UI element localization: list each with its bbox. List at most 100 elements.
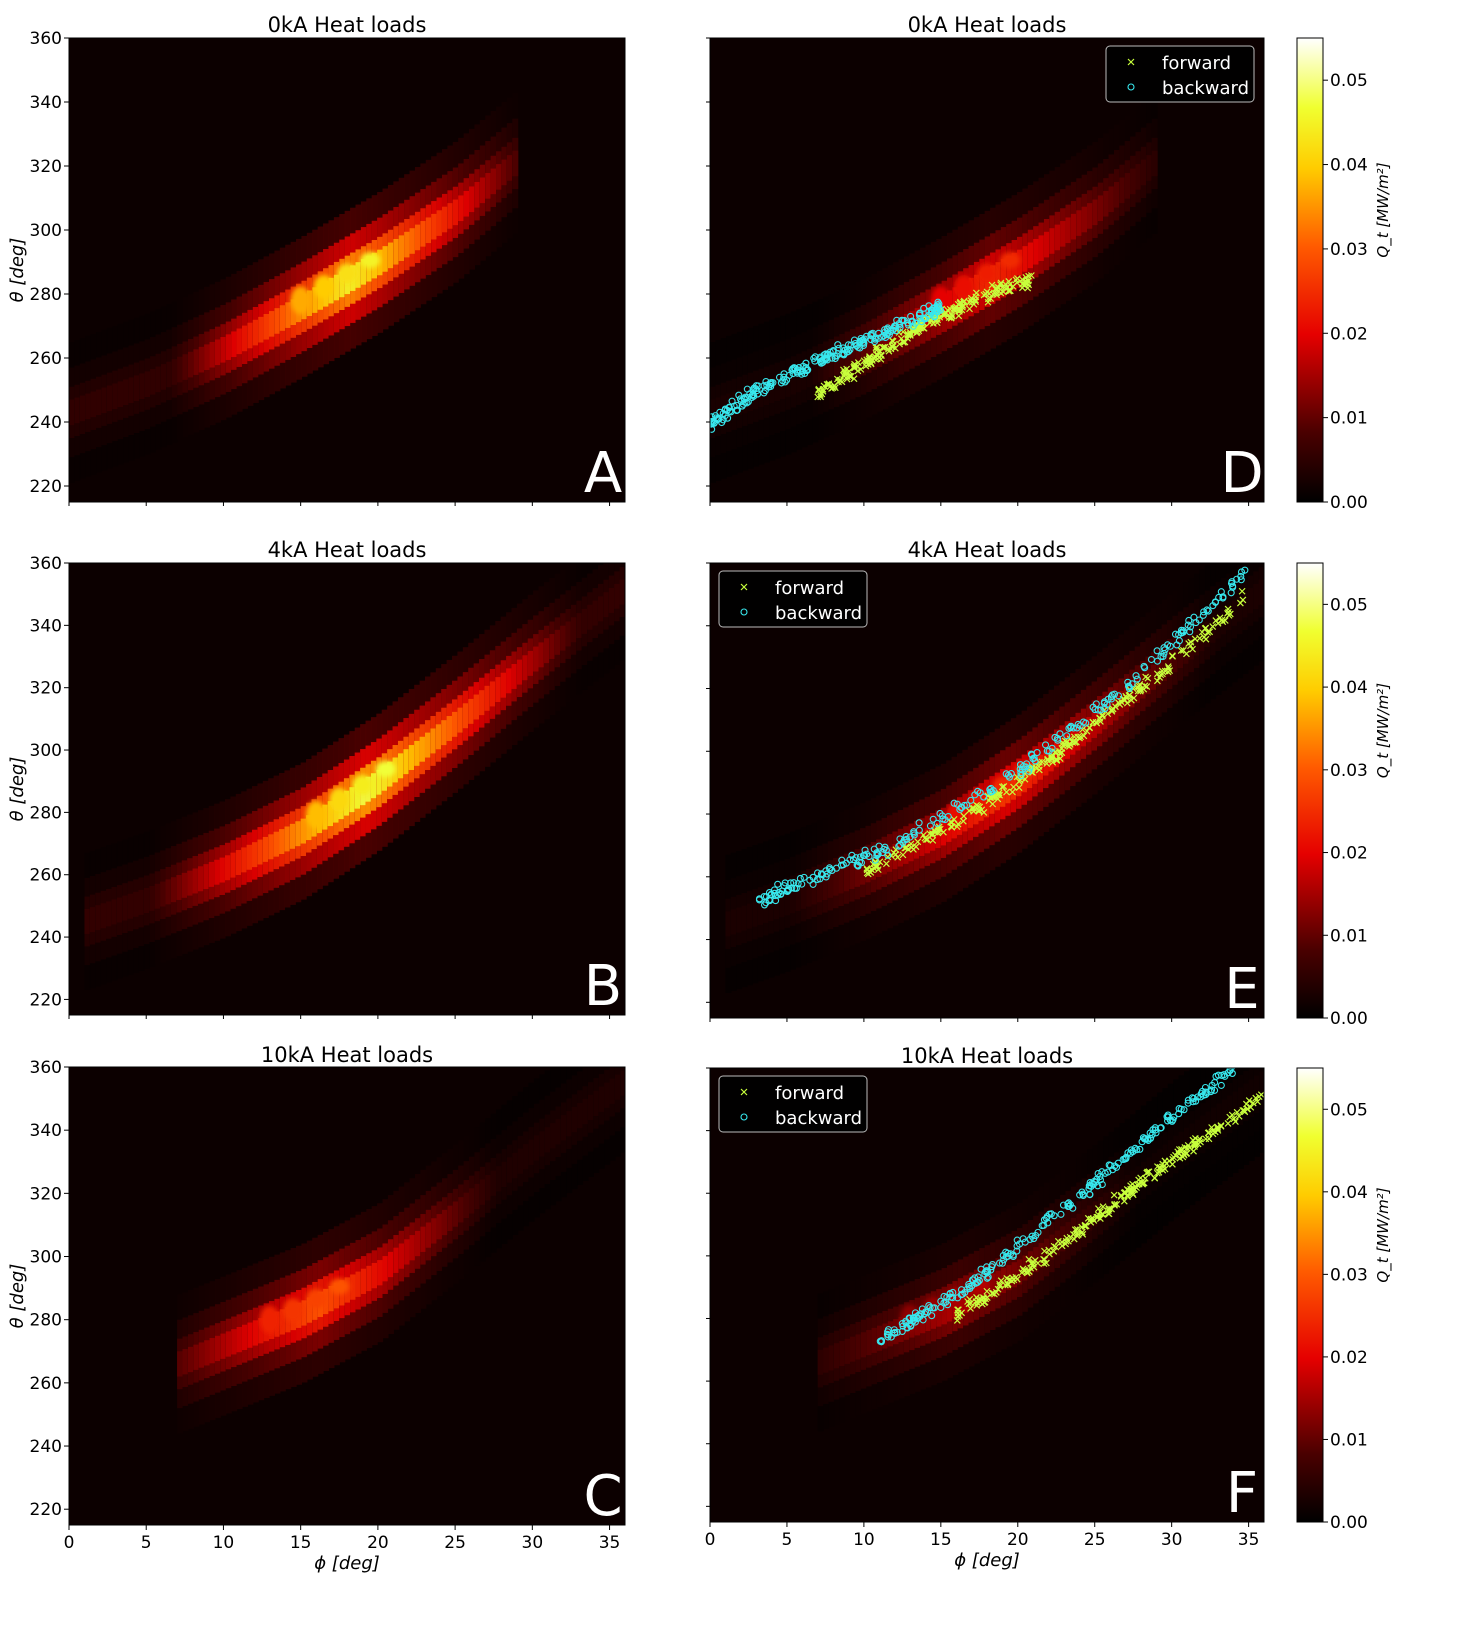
colorbar-tick-label: 0.02 — [1330, 844, 1368, 864]
heat-cell — [1178, 1131, 1185, 1157]
x-tick-label: 10 — [853, 1530, 875, 1550]
heat-cell — [774, 375, 781, 402]
heat-cell — [301, 1300, 308, 1326]
point-forward — [1117, 1193, 1125, 1200]
heat-cell — [128, 377, 135, 404]
panel-title: 10kA Heat loads — [261, 1043, 433, 1067]
point-backward — [1076, 722, 1084, 730]
heat-cell — [284, 826, 291, 852]
point-forward — [1004, 1281, 1012, 1289]
heat-cell — [269, 311, 276, 337]
heat-cell — [230, 852, 237, 878]
heat-cell — [377, 1260, 384, 1286]
x-tick-label: 15 — [930, 1530, 952, 1550]
y-tick-label: 340 — [30, 93, 62, 113]
heat-cell — [1049, 1234, 1056, 1260]
point-backward — [789, 369, 797, 378]
point-backward — [939, 815, 947, 823]
heat-cell — [441, 1209, 448, 1236]
y-tick-label: 260 — [30, 1374, 62, 1394]
heat-cell — [122, 895, 129, 921]
heat-cell — [763, 897, 770, 923]
y-tick-label: 300 — [30, 741, 62, 761]
point-forward — [1172, 1151, 1179, 1159]
heat-cell — [979, 271, 986, 298]
heat-cell — [822, 874, 829, 901]
point-forward — [1205, 1135, 1213, 1143]
point-forward — [1224, 605, 1232, 613]
heat-cell — [220, 337, 227, 363]
point-forward — [1105, 1205, 1113, 1212]
colorbar-gradient — [1296, 37, 1324, 503]
point-forward — [1108, 1205, 1116, 1213]
heat-cell — [560, 625, 567, 651]
heat-cell — [973, 274, 980, 301]
x-axis-label: ϕ [deg] — [954, 1550, 1020, 1571]
point-forward — [1055, 748, 1063, 755]
colorbar-label: Q_t [MW/m²] — [1374, 1187, 1393, 1282]
point-backward — [907, 1322, 915, 1330]
point-backward — [1067, 724, 1075, 732]
point-forward — [1209, 623, 1217, 631]
heat-cell — [1022, 246, 1029, 272]
point-forward — [1073, 1232, 1081, 1239]
point-forward — [816, 391, 824, 399]
point-forward — [1120, 1197, 1128, 1205]
heat-cell — [468, 698, 475, 724]
y-axis-label: θ [deg] — [7, 238, 28, 303]
point-backward — [1237, 568, 1246, 576]
point-backward — [1157, 653, 1165, 661]
heat-cell — [1124, 173, 1131, 199]
point-backward — [1094, 1169, 1102, 1178]
heat-cell — [182, 1349, 189, 1375]
heat-cell — [1022, 1255, 1029, 1281]
heat-cell — [485, 173, 492, 199]
heat-cell — [247, 322, 254, 349]
point-forward — [1096, 1215, 1104, 1223]
heat-cell — [225, 334, 232, 360]
heat-cell — [725, 911, 732, 937]
heat-cell — [177, 356, 184, 383]
heat-cell — [1183, 1127, 1190, 1153]
y-tick-label: 340 — [30, 616, 62, 636]
heat-cell — [398, 235, 405, 261]
heat-cell — [279, 305, 286, 331]
point-forward — [1233, 1108, 1241, 1116]
heat-cell — [522, 655, 529, 681]
legend-label-forward: forward — [775, 578, 844, 599]
y-axis-label: θ [deg] — [7, 1264, 28, 1329]
point-backward — [968, 1282, 976, 1290]
point-backward — [904, 319, 912, 327]
heat-cell — [187, 351, 194, 378]
heat-cell — [806, 881, 813, 907]
point-forward — [882, 860, 890, 868]
heat-cell — [543, 638, 550, 664]
heat-cell — [139, 373, 146, 399]
point-backward — [1184, 1096, 1192, 1104]
heat-cell — [773, 894, 780, 920]
legend-marker-backward — [740, 608, 748, 616]
y-tick-label: 360 — [30, 29, 62, 49]
point-forward — [815, 385, 823, 393]
heat-cell — [952, 287, 959, 313]
heat-cell — [731, 391, 738, 418]
point-backward — [928, 1312, 936, 1320]
heat-cell — [441, 720, 448, 746]
point-forward — [1197, 1138, 1204, 1146]
heat-cell — [155, 366, 162, 393]
heat-cell — [463, 1192, 470, 1218]
point-backward — [1146, 1129, 1154, 1137]
heat-cell — [1216, 1103, 1223, 1129]
point-backward — [933, 819, 941, 827]
point-backward — [1229, 583, 1237, 591]
heat-cell — [489, 681, 496, 707]
point-backward — [881, 333, 890, 342]
point-backward — [926, 822, 934, 830]
heat-cell — [1253, 583, 1260, 610]
point-backward — [798, 880, 806, 888]
heat-cell — [257, 839, 264, 865]
heat-cell — [566, 1111, 573, 1137]
point-forward — [988, 281, 996, 289]
legend-box — [718, 570, 868, 628]
colorbar-tick-label: 0.01 — [1330, 926, 1368, 946]
